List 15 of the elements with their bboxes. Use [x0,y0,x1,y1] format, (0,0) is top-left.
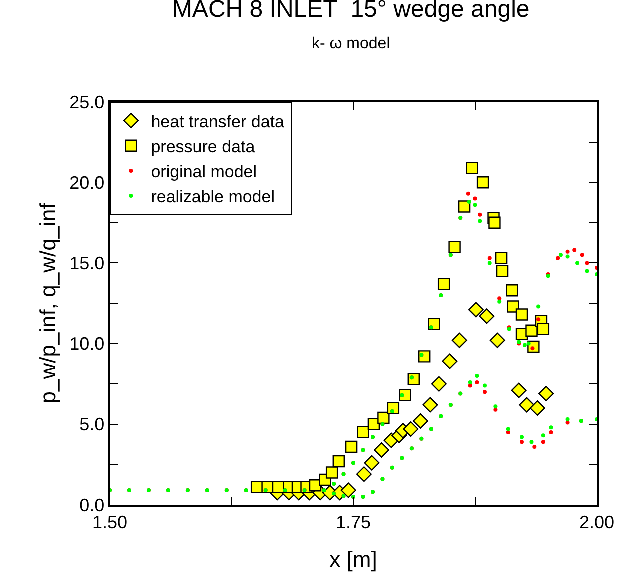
y-tick-label: 15.0 [70,254,105,274]
chart-subtitle: k- ω model [312,35,390,52]
legend-label: original model [151,162,258,182]
y-tick-label: 5.0 [80,414,105,435]
legend-label: heat transfer data [151,112,285,132]
y-tick-label: 25.0 [70,92,105,112]
legend-label: pressure data [151,137,256,156]
y-axis-title: p_w/p_inf, q_w/q_inf [36,202,60,404]
legend-label: realizable model [151,188,275,207]
x-tick-label: 2.00 [579,512,615,532]
x-axis-title: x [m] [330,547,378,572]
y-tick-label: 20.0 [70,172,105,193]
x-tick-label: 1.75 [336,512,372,532]
chart-title: MACH 8 INLET 15° wedge angle [172,0,530,24]
y-tick-label: 10.0 [70,334,105,354]
